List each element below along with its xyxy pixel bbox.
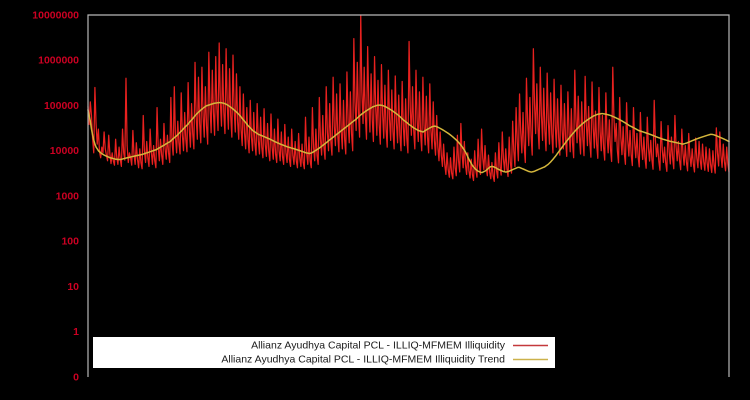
y-axis-tick-label: 10000000 xyxy=(32,9,79,21)
series-line-illiquidity xyxy=(87,14,730,183)
y-axis-tick-label: 100 xyxy=(61,236,79,248)
legend-background xyxy=(93,337,555,368)
chart-legend[interactable]: Allianz Ayudhya Capital PCL - ILLIQ-MFME… xyxy=(93,337,555,368)
y-axis-tick-label: 1000 xyxy=(56,190,80,202)
legend-label-illiquidity: Allianz Ayudhya Capital PCL - ILLIQ-MFME… xyxy=(251,339,506,351)
series-line-illiquidity-trend xyxy=(87,101,730,174)
legend-label-illiquidity-trend: Allianz Ayudhya Capital PCL - ILLIQ-MFME… xyxy=(221,353,505,365)
y-axis-tick-label: 10000 xyxy=(50,145,79,157)
y-axis-tick-label: 100000 xyxy=(44,100,79,112)
y-axis-tick-label: 0 xyxy=(73,371,79,383)
y-axis-tick-label: 1 xyxy=(73,326,79,338)
plot-axes-border xyxy=(87,14,730,377)
y-axis-tick-label: 1000000 xyxy=(38,55,79,67)
data-series-layer xyxy=(87,14,730,183)
y-axis-tick-label: 10 xyxy=(67,281,79,293)
